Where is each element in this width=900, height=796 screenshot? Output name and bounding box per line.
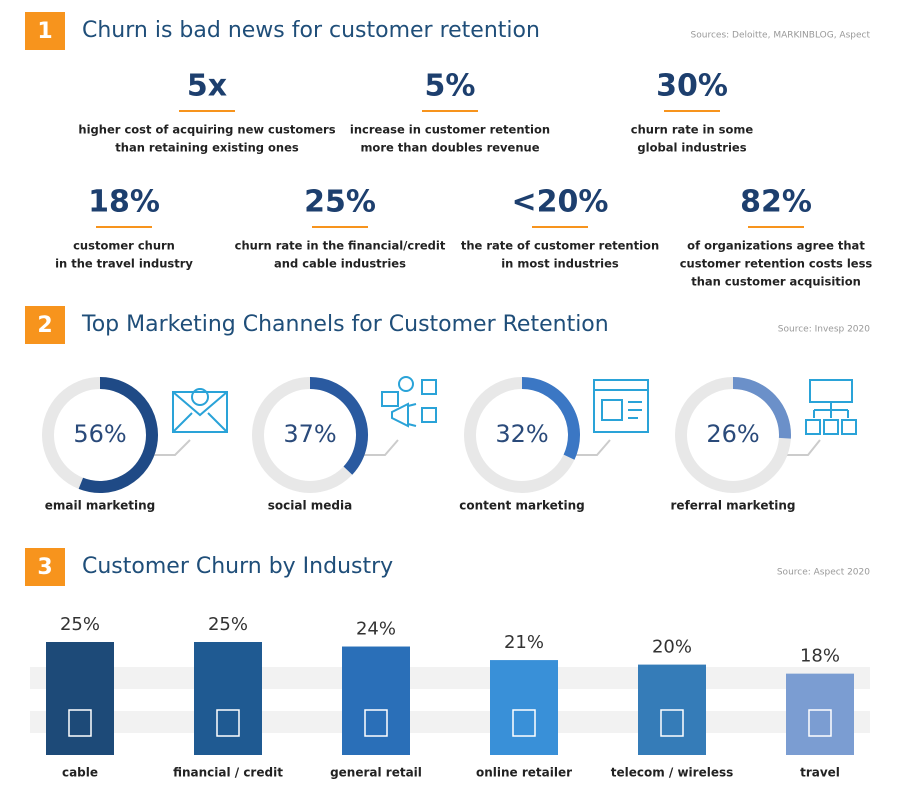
value-label: 21% [504, 632, 544, 653]
bar-icon [512, 709, 536, 737]
stat-label: churn rate in the financial/credit [235, 239, 446, 253]
stat-label: of organizations agree that [687, 239, 865, 253]
social-icon [360, 376, 437, 456]
bar [490, 660, 558, 755]
donut-label: 32% [495, 420, 548, 448]
stat-label: churn rate in some [631, 123, 754, 137]
stat-label: higher cost of acquiring new customers [78, 123, 335, 137]
stat-value: 30% [656, 69, 728, 104]
value-label: 25% [208, 614, 248, 635]
stat-value: 82% [740, 185, 812, 220]
stat-value: 5% [425, 69, 476, 104]
section-badge [25, 548, 65, 586]
referral-icon [783, 379, 857, 456]
bar [786, 673, 854, 755]
donut-arc [309, 377, 368, 475]
stat-label: increase in customer retention [350, 123, 550, 137]
section-title: Customer Churn by Industry [82, 554, 393, 579]
donut-label: 37% [283, 420, 336, 448]
source: Source: Aspect 2020 [777, 568, 870, 578]
bar-icon [216, 709, 240, 737]
donut-label: 56% [73, 420, 126, 448]
stat-value: 18% [88, 185, 160, 220]
category-label: cable [62, 766, 98, 780]
category-label: content marketing [459, 499, 585, 513]
section-title: Churn is bad news for customer retention [82, 18, 540, 43]
bar-icon [808, 709, 832, 737]
category-label: travel [800, 766, 840, 780]
stat-label: than customer acquisition [691, 275, 861, 289]
category-label: financial / credit [173, 766, 283, 780]
stat-label: than retaining existing ones [115, 141, 299, 155]
section-badge [25, 12, 65, 50]
category-label: general retail [330, 766, 422, 780]
stat-value: 25% [304, 185, 376, 220]
donut-label: 26% [706, 420, 759, 448]
bar [194, 642, 262, 755]
source: Sources: Deloitte, MARKINBLOG, Aspect [691, 31, 871, 41]
stat-value: <20% [512, 185, 609, 220]
bar [46, 642, 114, 755]
stat-label: customer churn [73, 239, 175, 253]
bar-icon [68, 709, 92, 737]
value-label: 18% [800, 646, 840, 667]
section-number: 1 [37, 19, 52, 44]
stripe [30, 667, 870, 689]
content-icon [572, 379, 649, 456]
category-label: telecom / wireless [611, 766, 734, 780]
category-label: social media [268, 499, 352, 513]
value-label: 20% [652, 637, 692, 658]
stat-label: customer retention costs less [680, 257, 873, 271]
stat-label: more than doubles revenue [360, 141, 539, 155]
stripe [30, 711, 870, 733]
stat-label: global industries [637, 141, 746, 155]
section-title: Top Marketing Channels for Customer Rete… [81, 312, 609, 337]
email-icon [150, 388, 228, 456]
value-label: 25% [60, 614, 100, 635]
stat-label: the rate of customer retention [461, 239, 659, 253]
donut-arc [732, 377, 791, 439]
category-label: referral marketing [671, 499, 796, 513]
stat-label: in the travel industry [55, 257, 193, 271]
category-label: online retailer [476, 766, 572, 780]
section-number: 2 [37, 313, 52, 338]
donut-arc [521, 377, 580, 460]
bar-icon [660, 709, 684, 737]
bar [342, 646, 410, 755]
bar-icon [364, 709, 388, 737]
section-badge [25, 306, 65, 344]
stat-label: in most industries [501, 257, 619, 271]
donut-arc [78, 377, 158, 493]
stat-label: and cable industries [274, 257, 406, 271]
category-label: email marketing [45, 499, 155, 513]
source: Source: Invesp 2020 [778, 325, 870, 335]
stat-value: 5x [187, 69, 227, 104]
section-number: 3 [37, 555, 52, 580]
value-label: 24% [356, 619, 396, 640]
